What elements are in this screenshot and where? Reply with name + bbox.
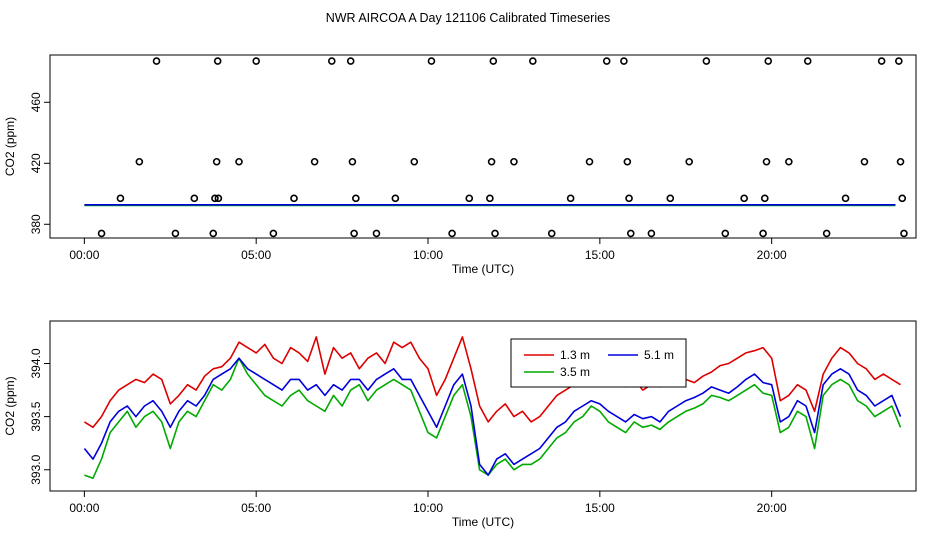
data-point <box>327 57 336 65</box>
data-point <box>860 157 869 166</box>
data-point <box>214 194 223 203</box>
data-point <box>602 57 611 65</box>
data-point <box>785 157 793 166</box>
panel-timeseries: 00:00 05:00 10:00 15:00 20:00 393.0 393.5 394.0… <box>3 320 917 529</box>
data-point <box>898 194 907 203</box>
data-point <box>585 157 594 166</box>
data-point <box>489 57 498 65</box>
data-point <box>647 229 656 238</box>
data-point <box>350 229 358 238</box>
data-point <box>97 229 106 238</box>
data-point <box>762 157 771 166</box>
data-point <box>212 157 221 166</box>
x-tick-label: 00:00 <box>69 248 99 262</box>
x-tick-label: 20:00 <box>757 248 787 262</box>
data-point <box>900 229 908 238</box>
x-axis-label: Time (UTC) <box>452 515 514 529</box>
data-point <box>211 194 219 203</box>
data-point <box>346 57 355 65</box>
series-line-3-5-m <box>84 357 902 480</box>
data-point <box>310 157 319 166</box>
data-point <box>465 194 474 203</box>
data-point <box>822 229 831 238</box>
data-point <box>152 57 161 65</box>
data-point <box>759 229 767 238</box>
legend-label: 5.1 m <box>644 348 674 362</box>
x-tick-label: 00:00 <box>69 501 99 515</box>
y-axis-label: CO2 (ppm) <box>3 117 17 176</box>
x-tick-label: 20:00 <box>757 501 787 515</box>
legend-label: 1.3 m <box>560 348 590 362</box>
data-point <box>764 57 773 65</box>
data-point <box>269 229 278 238</box>
y-tick-label: 420 <box>29 153 43 173</box>
data-point <box>702 57 711 65</box>
data-point <box>626 229 635 238</box>
series-line-1-3-m <box>83 336 901 429</box>
data-point <box>803 57 812 65</box>
x-tick-label: 05:00 <box>241 248 271 262</box>
data-point <box>290 194 298 203</box>
data-point <box>547 229 556 238</box>
legend-label: 3.5 m <box>560 365 590 379</box>
data-point <box>529 57 537 65</box>
y-tick-label: 380 <box>29 214 43 234</box>
data-point <box>135 157 144 166</box>
data-point <box>116 194 125 203</box>
x-tick-label: 15:00 <box>585 501 615 515</box>
data-point <box>448 229 456 238</box>
data-point <box>190 194 199 203</box>
data-point <box>209 229 218 238</box>
y-tick-label: 393.5 <box>29 401 43 431</box>
chart-title: NWR AIRCOA A Day 121106 Calibrated Times… <box>326 11 611 25</box>
data-point <box>877 57 886 65</box>
series-line-5-1-m <box>83 357 902 476</box>
data-point <box>666 194 675 203</box>
plot-frame <box>49 320 917 492</box>
legend-box <box>510 338 687 388</box>
data-point <box>510 157 518 166</box>
data-point <box>348 157 357 166</box>
data-point <box>491 229 499 238</box>
data-point <box>685 157 693 166</box>
y-axis-label: CO2 (ppm) <box>3 376 17 435</box>
data-point <box>391 194 400 203</box>
data-point <box>721 229 730 238</box>
x-axis-label: Time (UTC) <box>452 262 514 276</box>
data-point <box>213 57 222 65</box>
legend: 1.3 m 5.1 m 3.5 m <box>510 338 687 388</box>
plot-frame <box>49 54 917 239</box>
x-tick-label: 10:00 <box>413 248 443 262</box>
x-tick-label: 15:00 <box>585 248 615 262</box>
data-point <box>372 229 381 238</box>
data-point <box>740 194 748 203</box>
data-point <box>486 194 494 203</box>
data-point <box>895 57 903 65</box>
data-point <box>352 194 360 203</box>
data-point <box>171 229 180 238</box>
data-point <box>487 157 496 166</box>
data-point <box>252 57 260 65</box>
data-point <box>427 57 436 65</box>
data-point <box>566 194 575 203</box>
x-tick-label: 05:00 <box>241 501 271 515</box>
panel-calibration: 00:00 05:00 10:00 15:00 20:00 380 420 460 Time (… <box>3 54 917 276</box>
data-point <box>623 157 632 166</box>
data-point <box>625 194 633 203</box>
data-point <box>410 157 419 166</box>
data-point <box>235 157 243 166</box>
data-point <box>896 157 905 166</box>
y-tick-label: 393.0 <box>29 454 43 484</box>
x-tick-label: 10:00 <box>413 501 443 515</box>
data-point <box>620 57 628 65</box>
y-tick-label: 394.0 <box>29 348 43 378</box>
y-tick-label: 460 <box>29 92 43 112</box>
data-point <box>760 194 769 203</box>
data-point <box>841 194 850 203</box>
